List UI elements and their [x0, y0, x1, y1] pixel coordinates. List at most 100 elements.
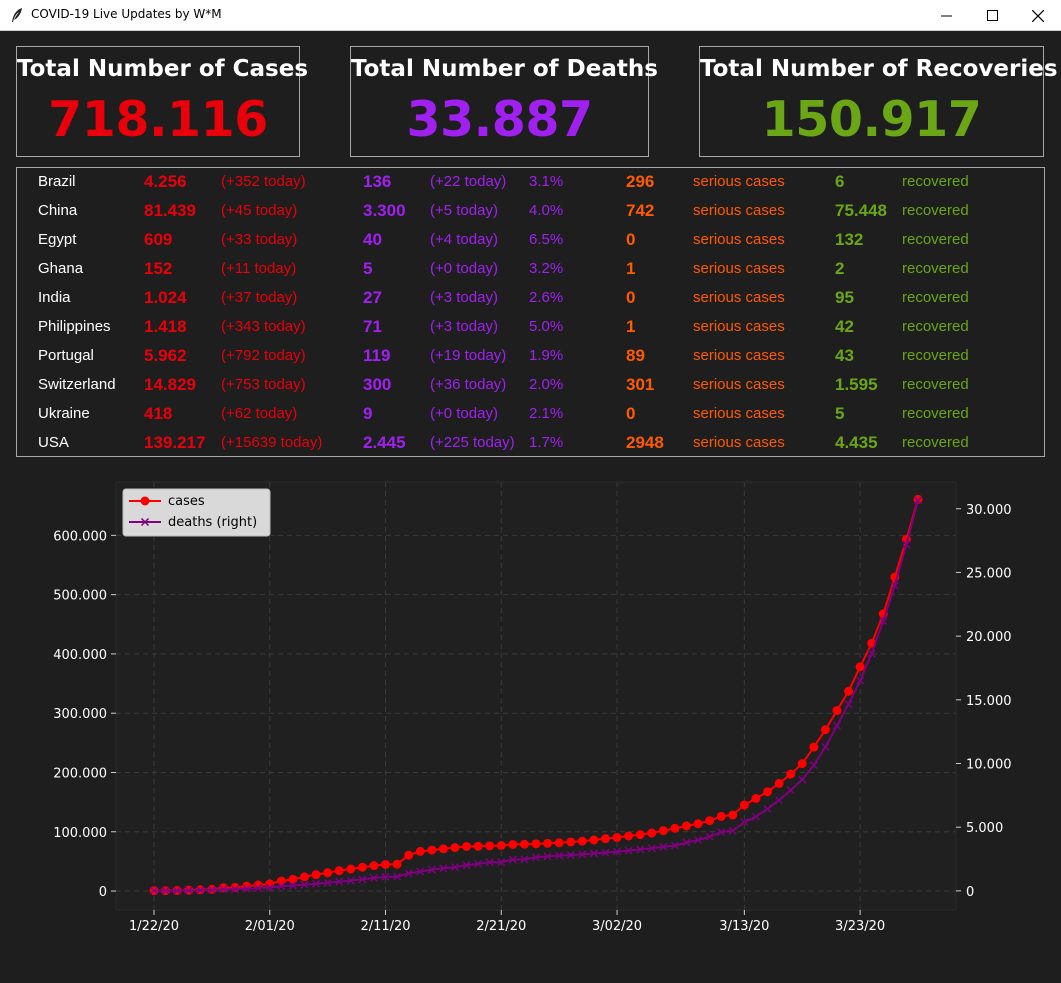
- y-right-tick-label: 30.000: [966, 503, 1012, 518]
- deaths-point: [173, 886, 182, 895]
- deaths-point: [184, 886, 193, 895]
- cases-point: [809, 742, 819, 752]
- cases-point: [763, 787, 773, 797]
- serious-cases-label: serious cases: [693, 376, 785, 393]
- deaths-point: [531, 853, 541, 862]
- deaths-point: [520, 855, 529, 864]
- cases-point: [797, 759, 807, 769]
- deaths-point: [717, 828, 726, 837]
- cases-point: [496, 840, 506, 850]
- country-death-rate: 5.0%: [529, 318, 564, 335]
- country-deaths-today: (+22 today): [430, 173, 507, 190]
- deaths-point: [346, 876, 355, 885]
- country-deaths-today: (+225 today): [430, 434, 515, 451]
- deaths-point: [277, 882, 286, 891]
- country-death-rate: 3.2%: [529, 260, 564, 277]
- country-cases-today: (+15639 today): [221, 434, 323, 451]
- cases-point: [716, 811, 726, 821]
- cases-point: [415, 846, 425, 856]
- country-death-rate: 1.9%: [529, 347, 564, 364]
- deaths-point: [809, 761, 818, 770]
- x-tick-label: 2/21/20: [476, 919, 526, 934]
- cases-point: [670, 823, 680, 833]
- cases-point: [323, 868, 333, 878]
- serious-cases-label: serious cases: [693, 173, 785, 190]
- cases-point: [462, 841, 472, 851]
- cases-point: [624, 831, 634, 841]
- y-left-tick-label: 200.000: [53, 766, 107, 781]
- cases-point: [276, 876, 286, 886]
- close-button[interactable]: [1015, 0, 1061, 31]
- recovered-label: recovered: [902, 405, 969, 422]
- deaths-point: [682, 838, 691, 847]
- deaths-point: [589, 849, 598, 858]
- cases-deaths-chart: 1/22/20 2/01/20 2/11/20 2/21/20 3/02/20 3/13/…: [0, 472, 1061, 978]
- country-serious: 1: [626, 317, 636, 336]
- country-recovered: 2: [835, 259, 845, 278]
- country-deaths: 9: [363, 404, 373, 423]
- legend-deaths-label: deaths (right): [168, 515, 257, 530]
- deaths-point: [427, 865, 436, 874]
- country-recovered: 6: [835, 172, 845, 191]
- x-tick-label: 2/01/20: [245, 919, 295, 934]
- cases-point: [288, 874, 298, 884]
- serious-cases-label: serious cases: [693, 434, 785, 451]
- deaths-point: [775, 796, 784, 805]
- y-right-tick-label: 25.000: [966, 566, 1012, 581]
- cases-point: [635, 830, 645, 840]
- cases-point: [913, 494, 923, 504]
- recovered-label: recovered: [902, 173, 969, 190]
- recoveries-summary-panel: Total Number of Recoveries 150.917: [699, 46, 1058, 157]
- window-titlebar: COVID-19 Live Updates by W*M: [0, 0, 1061, 31]
- close-icon: [1032, 9, 1044, 22]
- y-right-tick-label: 0: [966, 885, 974, 900]
- country-name: Switzerland: [38, 376, 116, 393]
- cases-point: [554, 838, 564, 848]
- deaths-point: [300, 880, 309, 889]
- minimize-icon: [940, 15, 952, 17]
- country-cases-today: (+352 today): [221, 173, 306, 190]
- deaths-point: [358, 875, 367, 884]
- y-left-tick-label: 500.000: [53, 589, 107, 604]
- cases-point: [543, 838, 553, 848]
- deaths-summary-title: Total Number of Deaths: [351, 56, 658, 82]
- cases-point: [612, 832, 622, 842]
- country-table: Brazil 4.256 (+352 today) 136 (+22 today…: [16, 167, 1045, 457]
- deaths-summary-panel: Total Number of Deaths 33.887: [350, 46, 658, 157]
- cases-point: [392, 859, 402, 869]
- cases-point: [566, 837, 576, 847]
- cases-point: [658, 826, 668, 836]
- maximize-button[interactable]: [969, 0, 1015, 31]
- country-deaths: 71: [363, 317, 382, 336]
- cases-point: [519, 839, 529, 849]
- deaths-point: [207, 885, 216, 894]
- minimize-button[interactable]: [923, 0, 969, 31]
- country-row: India 1.024 (+37 today) 27 (+3 today) 2.…: [17, 284, 1046, 313]
- country-row: USA 139.217 (+15639 today) 2.445 (+225 t…: [17, 429, 1046, 458]
- country-death-rate: 6.5%: [529, 231, 564, 248]
- country-name: China: [38, 202, 78, 219]
- cases-summary-title: Total Number of Cases: [17, 56, 309, 82]
- legend-cases-label: cases: [168, 494, 205, 509]
- deaths-point: [149, 886, 159, 895]
- legend-cases-marker: [140, 496, 150, 506]
- deaths-point: [647, 844, 656, 853]
- y-left-tick-label: 100.000: [53, 826, 107, 841]
- country-death-rate: 4.0%: [529, 202, 564, 219]
- deaths-point: [879, 617, 888, 626]
- cases-point: [681, 821, 691, 831]
- deaths-summary-value: 33.887: [406, 91, 593, 148]
- legend-deaths-marker: [140, 517, 150, 527]
- country-deaths: 2.445: [363, 433, 406, 452]
- window-title: COVID-19 Live Updates by W*M: [31, 7, 222, 21]
- country-deaths-today: (+3 today): [430, 318, 498, 335]
- recovered-label: recovered: [902, 231, 969, 248]
- country-row: China 81.439 (+45 today) 3.300 (+5 today…: [17, 197, 1046, 226]
- deaths-point: [601, 848, 610, 857]
- deaths-point: [404, 869, 413, 878]
- deaths-point: [335, 877, 344, 886]
- cases-point: [346, 864, 356, 874]
- cases-summary-panel: Total Number of Cases 718.116: [16, 46, 309, 157]
- cases-point: [728, 810, 738, 820]
- country-cases-today: (+45 today): [221, 202, 298, 219]
